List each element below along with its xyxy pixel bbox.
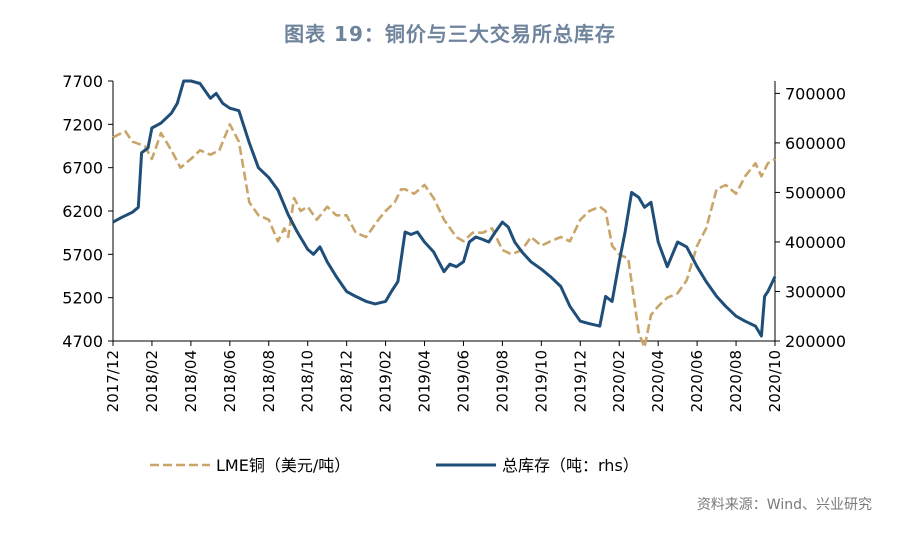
left-axis-tick-label: 5200	[62, 289, 103, 308]
source-note: 资料来源：Wind、兴业研究	[696, 497, 872, 513]
x-axis-tick-label: 2020/08	[727, 350, 745, 412]
left-axis-tick-label: 7200	[62, 115, 103, 134]
x-axis-tick-label: 2017/12	[104, 350, 122, 412]
x-axis-tick-label: 2019/12	[571, 350, 589, 412]
legend-lme-label: LME铜（美元/吨）	[216, 456, 350, 475]
x-axis-tick-label: 2018/10	[299, 350, 317, 412]
x-axis-tick-label: 2019/06	[454, 350, 472, 412]
x-axis-tick-label: 2018/04	[182, 350, 200, 412]
x-axis-tick-label: 2019/04	[416, 350, 434, 412]
right-axis-tick-label: 700000	[785, 84, 846, 103]
x-axis-tick-label: 2020/04	[649, 350, 667, 412]
x-axis-tick-label: 2018/12	[338, 350, 356, 412]
left-axis-tick-label: 5700	[62, 245, 103, 264]
x-axis-tick-label: 2018/08	[260, 350, 278, 412]
left-axis-tick-label: 4700	[62, 332, 103, 351]
x-axis-tick-label: 2019/10	[532, 350, 550, 412]
right-axis-tick-label: 400000	[785, 233, 846, 252]
right-axis-tick-label: 600000	[785, 134, 846, 153]
x-axis-tick-label: 2020/10	[766, 350, 784, 412]
series-line-total-inventory	[112, 79, 777, 338]
x-axis-tick-label: 2018/02	[143, 350, 161, 412]
left-axis-tick-label: 6200	[62, 202, 103, 221]
x-axis-tick-label: 2020/02	[610, 350, 628, 412]
x-axis-tick-label: 2018/06	[221, 350, 239, 412]
right-axis-tick-label: 200000	[785, 332, 846, 351]
left-axis-tick-label: 7700	[62, 72, 103, 91]
chart-title: 图表 19：铜价与三大交易所总库存	[284, 22, 616, 46]
x-axis-tick-label: 2020/06	[688, 350, 706, 412]
right-axis-tick-label: 500000	[785, 183, 846, 202]
left-axis-tick-label: 6700	[62, 159, 103, 178]
right-axis-tick-label: 300000	[785, 282, 846, 301]
x-axis-tick-label: 2019/08	[493, 350, 511, 412]
legend-inventory-label: 总库存（吨：rhs）	[502, 456, 639, 475]
x-axis-tick-label: 2019/02	[377, 350, 395, 412]
series-line-lme-copper	[112, 123, 776, 349]
